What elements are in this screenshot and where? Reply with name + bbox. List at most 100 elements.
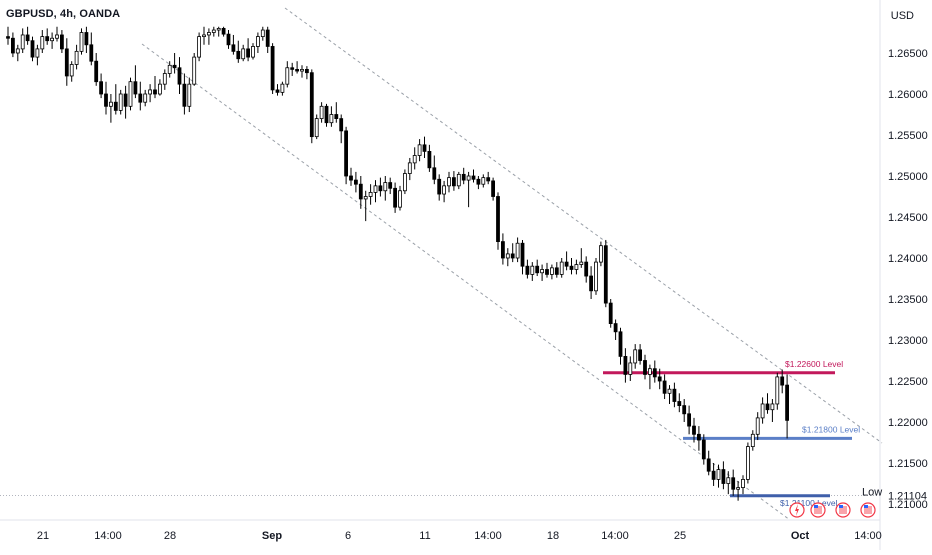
bearish-candle-body <box>138 93 143 103</box>
candle <box>162 69 167 90</box>
bullish-candle-body <box>300 69 304 72</box>
currency-label[interactable]: USD <box>890 10 914 22</box>
candle <box>540 264 544 281</box>
price-tick-label: 1.23500 <box>888 294 928 306</box>
bearish-candle-body <box>177 67 182 85</box>
candle <box>246 38 251 62</box>
bearish-candle-body <box>270 46 275 91</box>
bearish-candle-body <box>535 265 540 274</box>
candle <box>515 237 520 263</box>
candle <box>711 463 716 486</box>
bullish-candle-body <box>285 67 290 85</box>
bearish-candle-body <box>706 458 711 472</box>
bullish-candle-body <box>540 269 544 274</box>
candle <box>373 180 378 203</box>
candle <box>324 103 329 127</box>
candle <box>197 32 202 62</box>
candle <box>760 397 765 424</box>
candle <box>559 258 564 278</box>
bullish-candle-body <box>319 105 324 120</box>
bullish-candle-body <box>750 433 755 447</box>
bullish-candle-body <box>148 89 153 95</box>
candle <box>187 77 192 113</box>
bearish-candle-body <box>339 118 344 132</box>
candle <box>192 53 197 86</box>
candle <box>697 426 701 451</box>
bearish-candle-body <box>30 40 35 58</box>
bearish-candle-body <box>221 27 226 35</box>
candle <box>716 464 721 488</box>
candle <box>148 84 153 103</box>
candle <box>30 36 35 62</box>
bearish-candle-body <box>545 269 549 275</box>
bearish-candle-body <box>785 384 789 421</box>
bearish-candle-body <box>265 29 270 47</box>
candle <box>672 382 677 408</box>
bullish-candle-body <box>206 32 211 36</box>
bullish-candle-body <box>775 376 780 405</box>
candle <box>15 44 20 62</box>
candle <box>427 144 432 172</box>
candle <box>118 89 123 115</box>
time-tick-label: 14:00 <box>94 530 122 542</box>
bearish-candle-body <box>437 178 442 195</box>
bearish-candle-body <box>231 44 236 52</box>
candle <box>437 174 442 201</box>
bearish-candle-body <box>643 360 647 375</box>
bearish-candle-body <box>432 167 437 180</box>
bearish-candle-body <box>721 469 726 484</box>
candle <box>471 169 476 183</box>
bearish-candle-body <box>10 37 15 54</box>
candle <box>20 28 25 53</box>
candle <box>442 180 447 203</box>
price-tick-label: 1.24000 <box>888 253 928 265</box>
bullish-candle-body <box>398 190 402 208</box>
candle <box>692 417 696 443</box>
bullish-candle-body <box>69 64 74 77</box>
candle <box>25 26 30 45</box>
bearish-candle-body <box>60 34 64 50</box>
bearish-candle-body <box>226 33 231 46</box>
time-tick-label: 6 <box>345 530 351 542</box>
bearish-candle-body <box>608 302 613 325</box>
candle <box>309 69 314 144</box>
bearish-candle-body <box>451 177 456 187</box>
bearish-candle-body <box>358 183 363 200</box>
candle <box>177 57 182 94</box>
bullish-candle-body <box>755 417 760 435</box>
channel-lower-line <box>141 43 791 521</box>
bullish-candle-body <box>736 487 740 490</box>
candle <box>153 75 157 99</box>
candle <box>60 30 64 53</box>
candle <box>530 262 535 281</box>
candle <box>55 26 59 42</box>
candle <box>304 66 309 80</box>
bullish-candle-body <box>187 83 192 107</box>
time-tick-label: 18 <box>547 530 559 542</box>
candle <box>206 28 211 45</box>
channel-upper-line <box>284 7 883 444</box>
bullish-candle-body <box>202 34 206 37</box>
bullish-candle-body <box>456 173 461 187</box>
candle <box>721 461 726 490</box>
price-tick-label: 1.24500 <box>888 212 928 224</box>
bearish-candle-body <box>304 69 309 74</box>
bullish-candle-body <box>383 182 388 192</box>
candle <box>648 364 652 390</box>
candle <box>682 399 687 422</box>
candle <box>216 26 221 37</box>
bullish-candle-body <box>241 48 246 60</box>
bullish-candle-body <box>447 177 451 187</box>
bearish-candle-body <box>486 177 491 182</box>
candle <box>236 40 241 63</box>
candle <box>329 106 334 127</box>
bullish-candle-body <box>162 73 167 85</box>
time-tick-label: 14:00 <box>474 530 502 542</box>
candle <box>138 81 143 111</box>
bullish-candle-body <box>770 403 775 411</box>
bearish-candle-body <box>84 32 89 46</box>
bullish-candle-body <box>505 253 510 259</box>
bearish-candle-body <box>657 376 662 382</box>
